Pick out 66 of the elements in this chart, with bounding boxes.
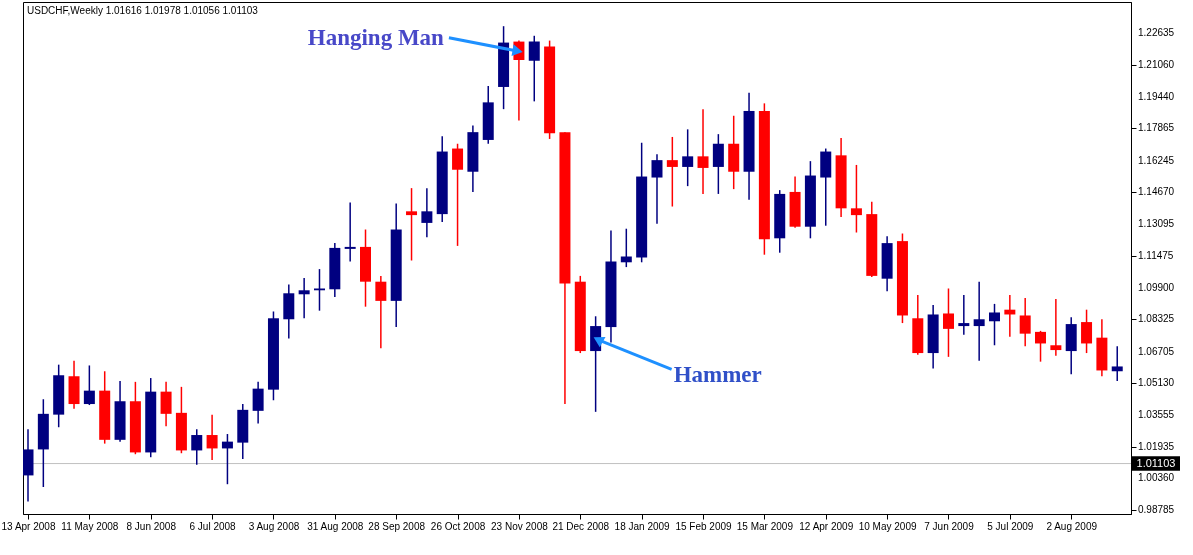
x-tick-label: 15 Feb 2009 bbox=[675, 520, 733, 532]
candlestick bbox=[651, 153, 663, 225]
x-tick-label: 31 Aug 2008 bbox=[307, 520, 364, 532]
x-tick-label: 3 Aug 2008 bbox=[248, 520, 300, 532]
y-tick-label: 1.11475 bbox=[1138, 250, 1174, 262]
candlestick bbox=[1035, 330, 1047, 363]
x-tick-label: 11 May 2008 bbox=[61, 520, 119, 532]
candlestick bbox=[697, 108, 709, 195]
x-tick-label: 15 Mar 2009 bbox=[736, 520, 794, 532]
y-tick-label: 1.05130 bbox=[1138, 377, 1175, 389]
y-tick-label: 1.19440 bbox=[1138, 90, 1175, 102]
candlestick bbox=[452, 142, 464, 247]
candlestick bbox=[160, 381, 172, 427]
x-tick-label: 23 Nov 2008 bbox=[491, 520, 549, 532]
candlestick bbox=[313, 268, 325, 312]
y-tick-label: 1.21060 bbox=[1138, 58, 1175, 70]
candlestick bbox=[989, 303, 1000, 347]
candlestick bbox=[83, 364, 95, 406]
x-tick-label: 13 Apr 2008 bbox=[1, 520, 56, 532]
candlestick bbox=[666, 136, 678, 208]
y-tick-label: 1.09900 bbox=[1138, 281, 1175, 293]
candlestick bbox=[298, 277, 310, 320]
candlestick bbox=[344, 201, 356, 263]
y-tick-label: 1.14670 bbox=[1138, 186, 1175, 198]
y-tick-label: 1.01935 bbox=[1138, 440, 1175, 452]
candlestick bbox=[1111, 345, 1123, 382]
candlestick bbox=[421, 187, 433, 239]
ref-line-label: 1.01103 bbox=[1136, 456, 1176, 469]
x-tick-label: 12 Apr 2009 bbox=[799, 520, 854, 532]
annotation: Hammer bbox=[673, 362, 762, 388]
candlestick bbox=[958, 294, 970, 336]
candlestick bbox=[206, 413, 218, 461]
y-tick-label: 1.17865 bbox=[1138, 122, 1175, 134]
y-tick-label: 1.22635 bbox=[1138, 27, 1175, 39]
candlestick bbox=[191, 428, 203, 466]
candlestick bbox=[1019, 297, 1031, 348]
chart-title: USDCHF,Weekly 1.01616 1.01978 1.01056 1.01103 bbox=[27, 5, 259, 16]
candlestick bbox=[682, 128, 694, 187]
x-tick-label: 26 Oct 2008 bbox=[430, 520, 486, 532]
x-tick-label: 6 Jul 2008 bbox=[189, 520, 237, 532]
x-tick-label: 5 Jul 2009 bbox=[987, 520, 1034, 532]
x-tick-label: 2 Aug 2009 bbox=[1046, 520, 1098, 532]
candlestick bbox=[406, 187, 418, 262]
candlestick bbox=[712, 133, 724, 195]
candlestick bbox=[942, 287, 954, 358]
x-tick-label: 10 May 2009 bbox=[858, 520, 917, 532]
annotation: Hanging Man bbox=[307, 24, 445, 50]
y-tick-label: 1.03555 bbox=[1138, 408, 1175, 420]
y-tick-label: 0.98785 bbox=[1138, 503, 1175, 515]
candlestick bbox=[528, 35, 540, 103]
candlestick bbox=[252, 381, 264, 425]
candlestick bbox=[973, 280, 985, 362]
x-tick-label: 18 Jan 2009 bbox=[614, 520, 671, 532]
candlestick bbox=[850, 164, 862, 234]
candlestick bbox=[1081, 308, 1093, 354]
candlestick bbox=[375, 275, 387, 350]
y-tick-label: 1.00360 bbox=[1138, 472, 1175, 484]
y-tick-label: 1.16245 bbox=[1138, 154, 1175, 166]
x-tick-label: 8 Jun 2008 bbox=[126, 520, 177, 532]
y-tick-label: 1.06705 bbox=[1138, 345, 1175, 357]
x-tick-label: 7 Jun 2009 bbox=[924, 520, 975, 532]
x-tick-label: 21 Dec 2008 bbox=[552, 520, 610, 532]
y-tick-label: 1.08325 bbox=[1138, 313, 1175, 325]
candlestick bbox=[1050, 298, 1062, 357]
y-tick-label: 1.13095 bbox=[1138, 217, 1175, 229]
x-tick-label: 28 Sep 2008 bbox=[368, 520, 426, 532]
